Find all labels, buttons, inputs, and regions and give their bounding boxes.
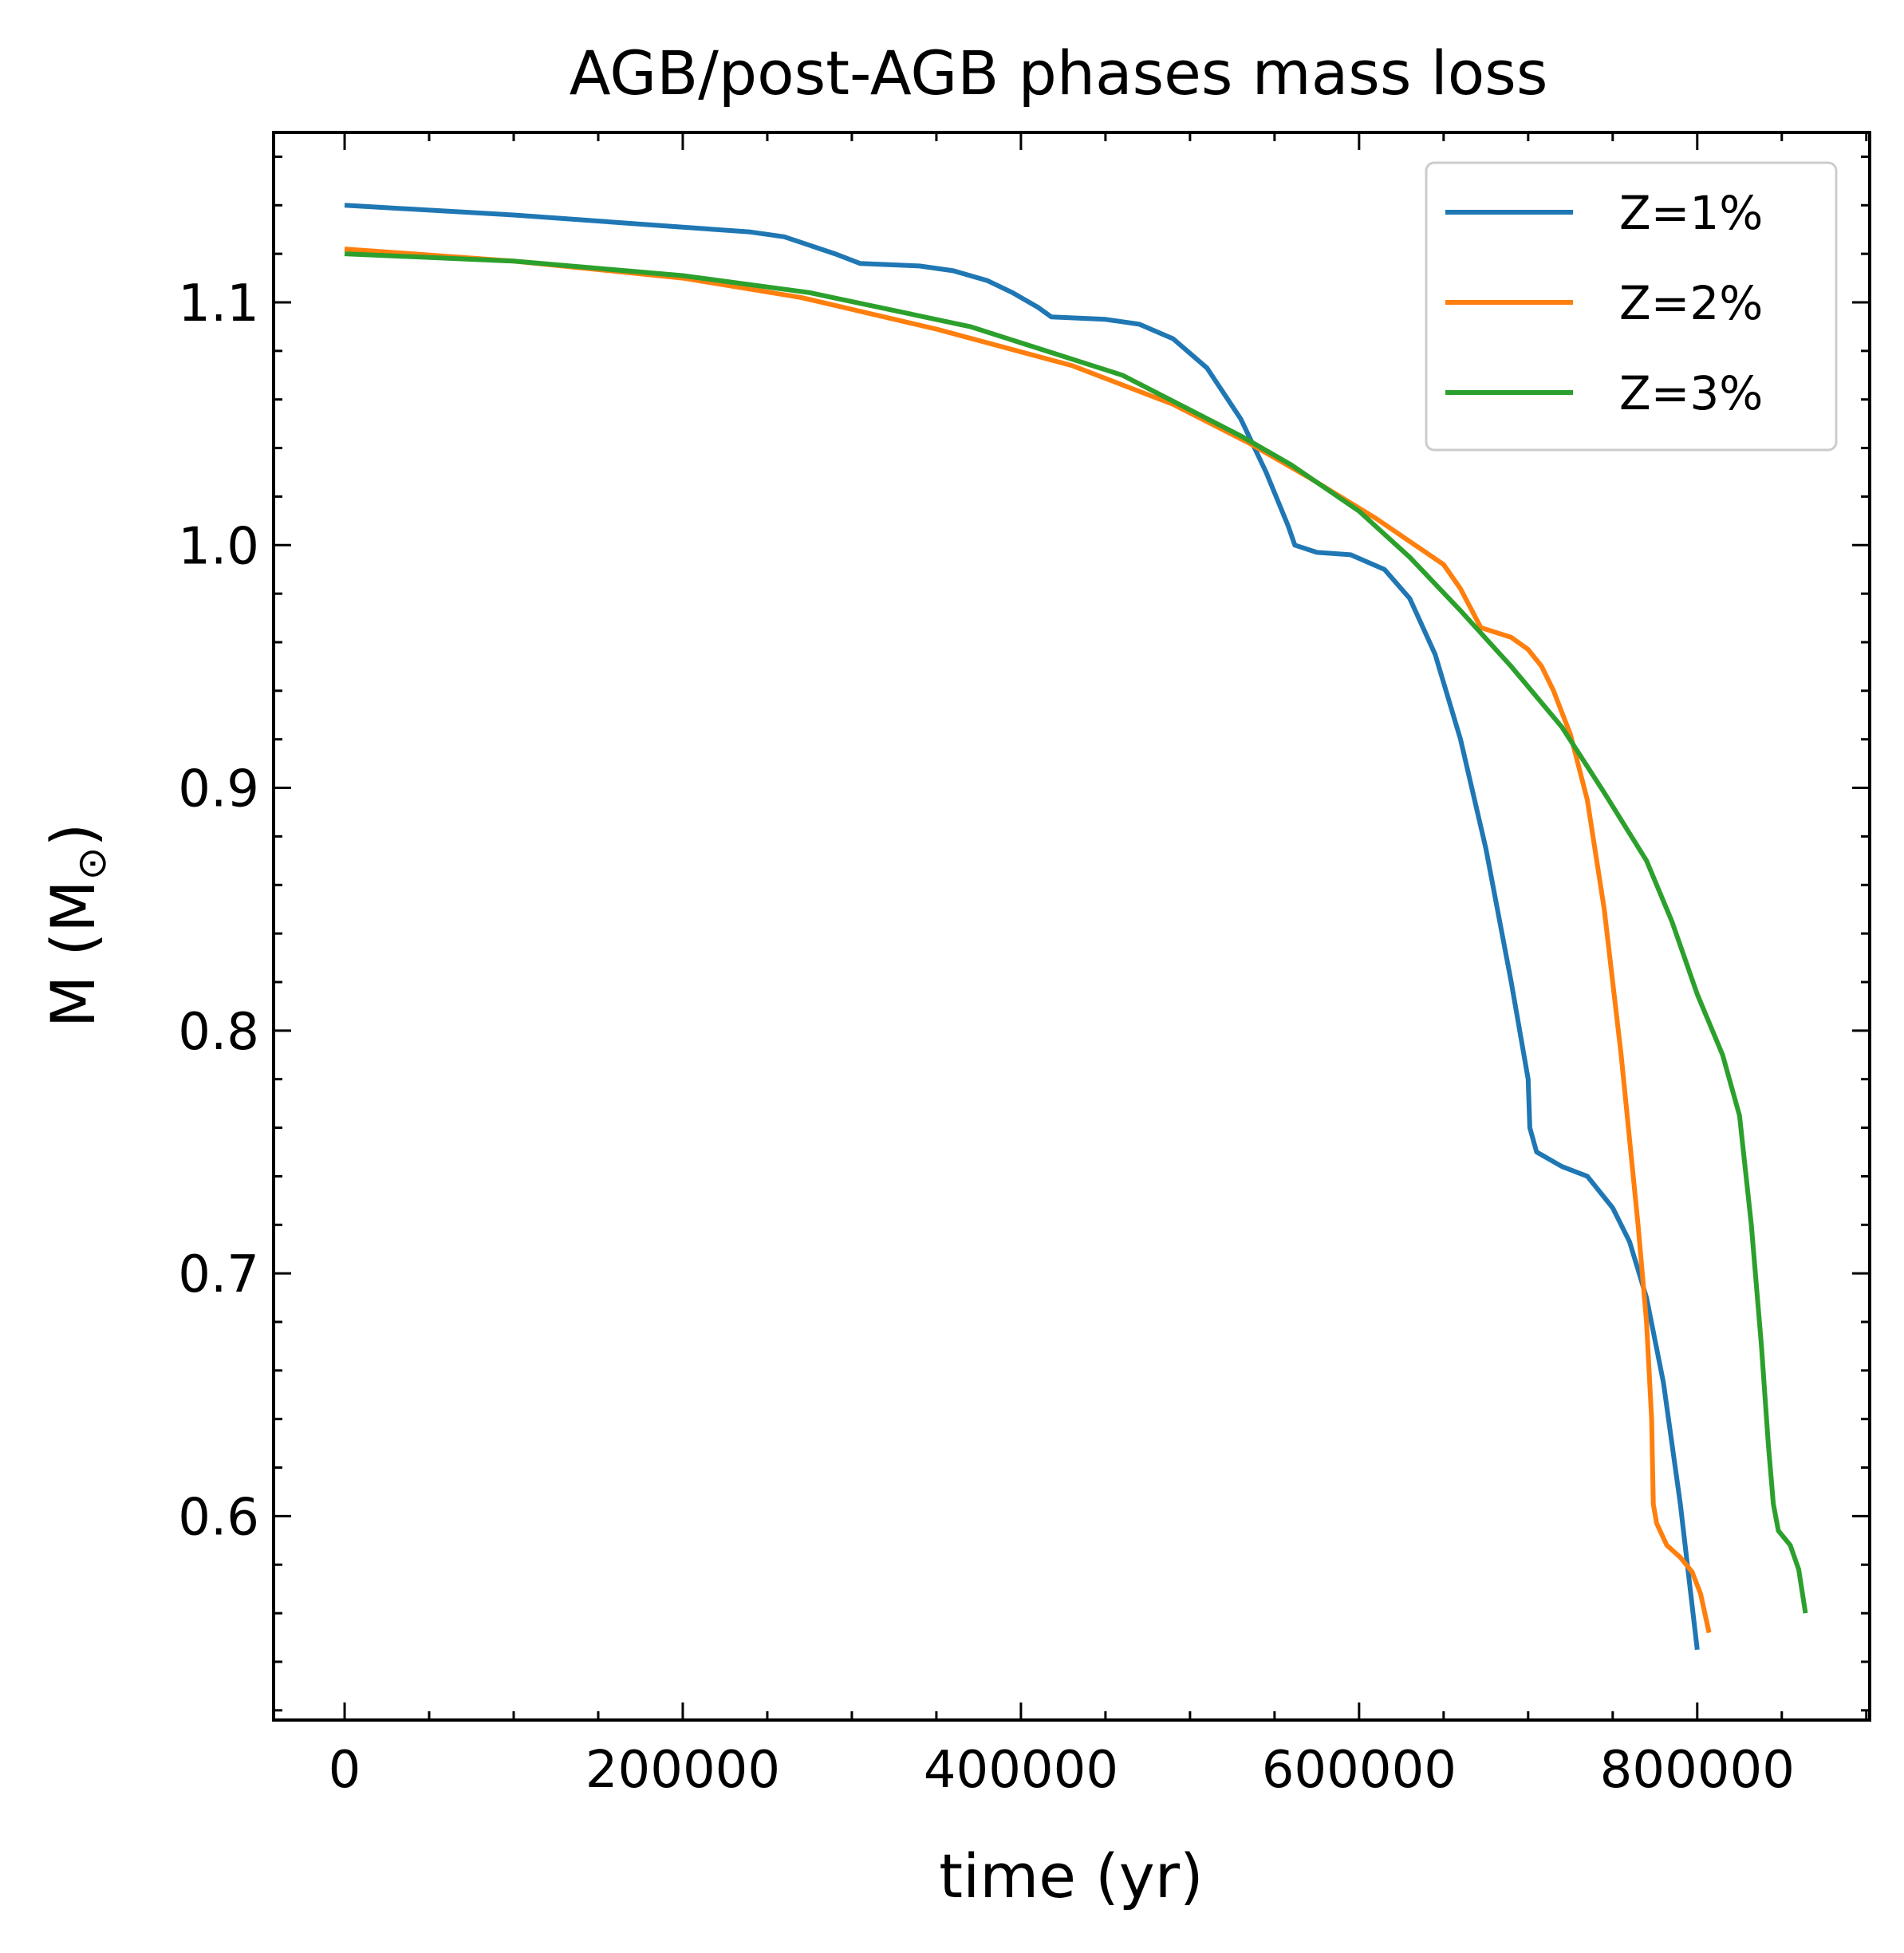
- y-tick-label: 0.9: [178, 760, 259, 819]
- y-axis-label-close: ): [37, 823, 108, 847]
- x-tick-label: 400000: [924, 1741, 1118, 1800]
- plot-frame: [272, 131, 1871, 1722]
- legend-label-2: Z=2%: [1619, 276, 1763, 330]
- y-tick-label: 0.7: [178, 1245, 259, 1304]
- x-tick-label: 600000: [1262, 1741, 1457, 1800]
- x-tick-label: 200000: [585, 1741, 780, 1800]
- x-axis-label: time (yr): [939, 1841, 1203, 1912]
- y-tick-label: 1.1: [178, 274, 259, 333]
- series-line-2: [344, 247, 1712, 1634]
- series-line-1: [344, 203, 1700, 1651]
- y-tick-label: 0.6: [178, 1488, 259, 1547]
- legend-box: [1425, 161, 1838, 452]
- series-line-3: [344, 251, 1808, 1614]
- legend-label-1: Z=1%: [1619, 186, 1763, 240]
- x-tick-label: 800000: [1600, 1741, 1795, 1800]
- y-axis-label-subscript: ⊙: [69, 846, 115, 880]
- chart-title: AGB/post-AGB phases mass loss: [570, 37, 1548, 108]
- legend-label-3: Z=3%: [1619, 366, 1763, 420]
- y-axis-label: M (M⊙): [37, 823, 115, 1028]
- legend: Z=1% Z=2% Z=3%: [1425, 161, 1838, 452]
- y-tick-label: 0.8: [178, 1003, 259, 1062]
- y-tick-label: 1.0: [178, 517, 259, 576]
- y-axis-label-main: M (M: [37, 880, 108, 1028]
- series-layer: [344, 203, 1808, 1651]
- tick-layer: 0 200000 400000 600000 800000 0.6 0.7 0.8 0.9 1.0…: [178, 132, 1870, 1800]
- x-tick-label: 0: [329, 1741, 361, 1800]
